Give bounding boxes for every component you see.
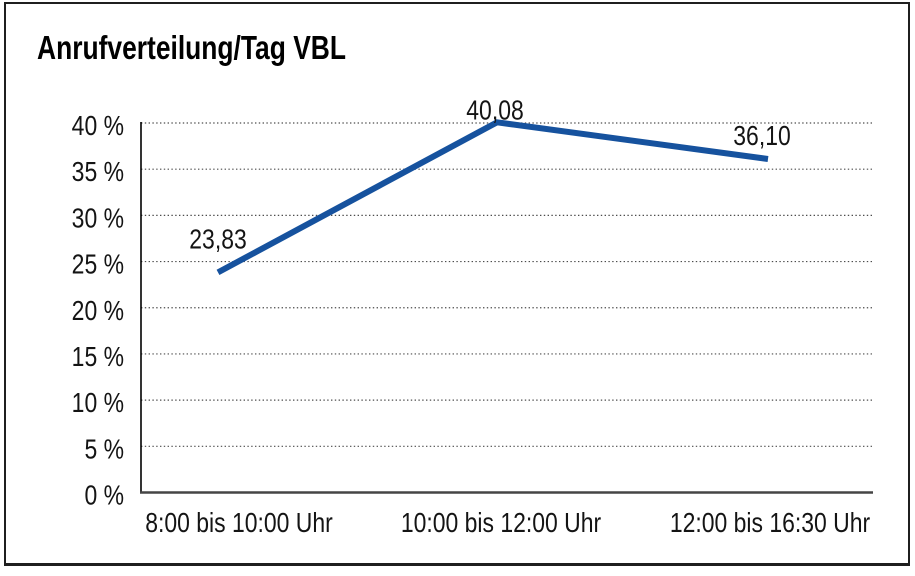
y-axis-tick-label: 10 %	[72, 388, 124, 419]
y-axis-tick-label: 40 %	[72, 111, 124, 142]
data-point-label: 40,08	[466, 95, 523, 126]
y-axis-tick-label: 15 %	[72, 342, 124, 373]
y-axis-tick-label: 35 %	[72, 157, 124, 188]
x-axis-category-label: 10:00 bis 12:00 Uhr	[401, 508, 602, 539]
data-line	[216, 119, 769, 276]
x-axis-category-label: 8:00 bis 10:00 Uhr	[145, 508, 333, 539]
data-point-label: 36,10	[733, 121, 790, 152]
chart-title: Anrufverteilung/Tag VBL	[37, 29, 346, 66]
y-axis-tick-label: 5 %	[84, 434, 124, 465]
x-axis-category-label: 12:00 bis 16:30 Uhr	[670, 508, 871, 539]
y-axis-tick-label: 25 %	[72, 250, 124, 281]
y-axis-tick-label: 0 %	[84, 480, 124, 511]
data-point-label: 23,83	[189, 224, 246, 255]
y-axis-tick-label: 20 %	[72, 296, 124, 327]
y-axis-tick-label: 30 %	[72, 203, 124, 234]
